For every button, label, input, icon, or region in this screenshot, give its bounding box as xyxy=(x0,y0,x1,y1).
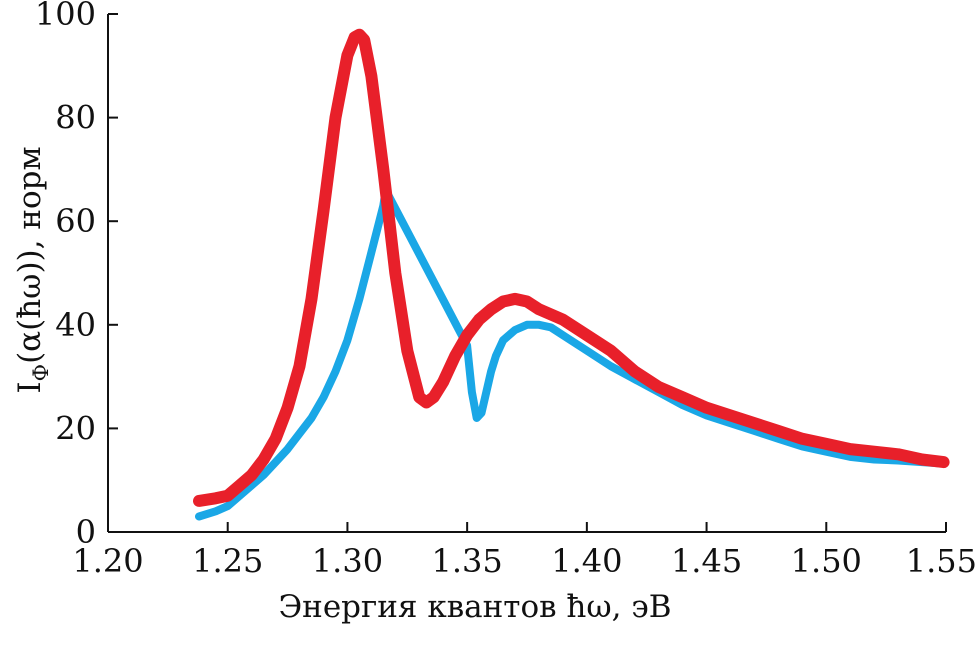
y-tick-label: 100 xyxy=(35,0,96,33)
y-tick-label: 0 xyxy=(76,513,96,551)
y-tick-label: 20 xyxy=(55,409,96,447)
x-tick-label: 1.30 xyxy=(312,542,383,580)
x-tick-label: 1.45 xyxy=(671,542,742,580)
y-tick-label: 40 xyxy=(55,306,96,344)
x-tick-label: 1.35 xyxy=(432,542,503,580)
series-layer xyxy=(193,28,950,521)
series-line-0 xyxy=(195,186,948,521)
x-tick-label: 1.55 xyxy=(906,542,977,580)
x-tick-label: 1.40 xyxy=(551,542,622,580)
y-axis-title-sub: Ф xyxy=(29,364,53,381)
y-axis-title-main: I xyxy=(12,381,48,393)
y-ticks: 0 20 40 60 80 100 xyxy=(35,0,118,551)
x-ticks: 1.20 1.25 1.30 1.35 1.40 1.45 1.50 1.55 xyxy=(72,522,977,580)
x-tick-label: 1.20 xyxy=(72,542,143,580)
axes xyxy=(107,14,946,533)
x-tick-label: 1.25 xyxy=(192,542,263,580)
y-tick-label: 80 xyxy=(55,99,96,137)
y-axis-title: IФ(α(ħω)), норм xyxy=(12,146,53,393)
x-axis-title: Энергия квантов ħω, эВ xyxy=(278,589,671,625)
y-tick-label: 60 xyxy=(55,202,96,240)
y-axis-title-rest: (α(ħω)), норм xyxy=(12,146,48,364)
series-line-1 xyxy=(193,28,950,507)
x-tick-label: 1.50 xyxy=(791,542,862,580)
